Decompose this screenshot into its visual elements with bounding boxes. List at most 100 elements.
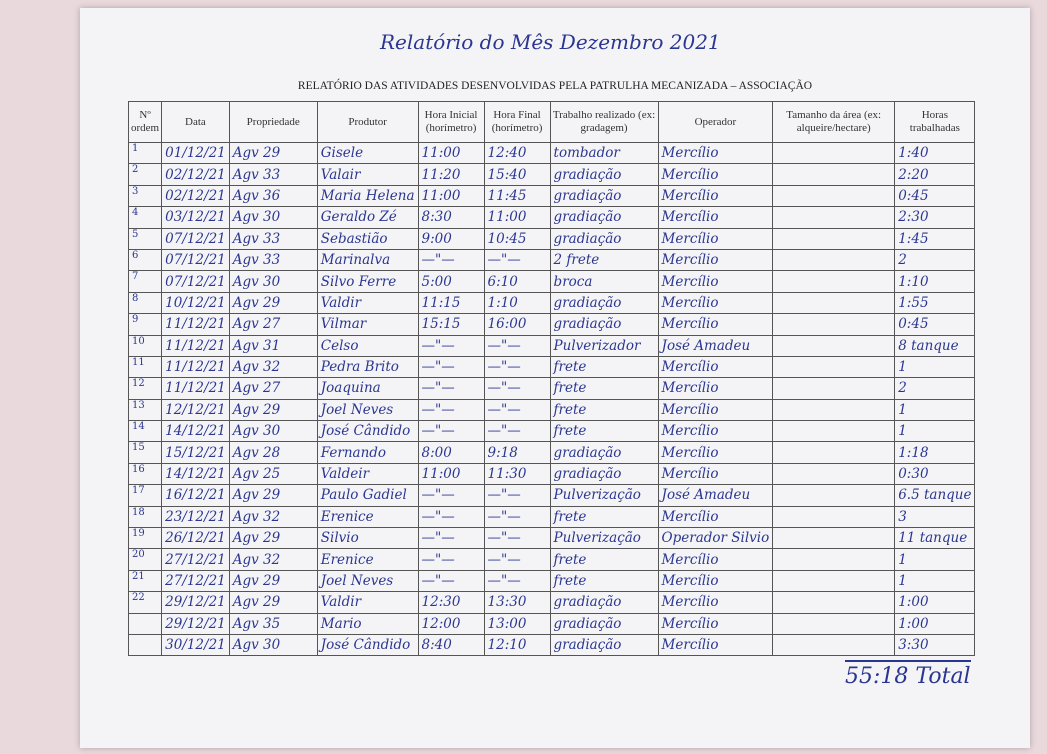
cell (127, 633, 163, 657)
table-row: 8 10/12/21 Agv 29 Valdir 11:15 1:10 gradiação M… (127, 291, 976, 315)
cell: Mercílio (657, 441, 774, 464)
cell: —"— (417, 398, 485, 422)
cell: Mercílio (657, 633, 774, 657)
cell (772, 591, 896, 614)
cell: 14/12/21 (161, 420, 230, 443)
column-header: Trabalho realizado (ex: gradagem) (549, 101, 659, 143)
cell: 12 (127, 377, 163, 400)
cell: Agv 36 (228, 184, 318, 208)
cell: Mercílio (657, 206, 774, 229)
cell: Agv 33 (228, 248, 318, 272)
table-row: 6 07/12/21 Agv 33 Marinalva —"— —"— 2 frete Mer… (127, 248, 976, 272)
cell: José Cândido (316, 420, 419, 443)
cell: 12:10 (483, 633, 551, 657)
cell (772, 462, 896, 486)
column-header: Tamanho da área (ex: alqueire/hectare) (772, 101, 896, 143)
cell: Agv 33 (228, 163, 318, 186)
cell: 26/12/21 (161, 527, 230, 550)
cell: 15 (127, 441, 163, 464)
cell: Mercílio (657, 184, 774, 208)
cell: Maria Helena (316, 184, 419, 208)
cell: 07/12/21 (161, 227, 230, 250)
cell: gradiação (549, 612, 659, 635)
cell (772, 398, 896, 422)
cell: Mercílio (657, 227, 774, 250)
cell: —"— (483, 377, 551, 400)
cell: Agv 27 (228, 313, 318, 336)
cell: frete (549, 569, 659, 593)
cell: Celso (316, 334, 419, 357)
cell: José Amadeu (657, 334, 774, 357)
cell: Agv 31 (228, 334, 318, 357)
cell: 16:00 (483, 313, 551, 336)
header-row: Nº ordem Data Propriedade Produtor Hora Inic… (127, 101, 976, 143)
cell (772, 505, 896, 529)
cell: Agv 29 (228, 527, 318, 550)
cell: gradiação (549, 184, 659, 208)
cell: Mercílio (657, 377, 774, 400)
cell: 1 (894, 548, 976, 571)
cell: Vilmar (316, 313, 419, 336)
cell: 4 (127, 206, 163, 229)
cell: 20 (127, 548, 163, 571)
cell (772, 548, 896, 571)
cell: José Cândido (316, 633, 419, 657)
cell (772, 377, 896, 400)
cell (772, 163, 896, 186)
table-row: 7 07/12/21 Agv 30 Silvo Ferre 5:00 6:10 broca M… (127, 270, 976, 293)
cell: 0:30 (894, 462, 976, 486)
cell (772, 633, 896, 657)
cell (772, 569, 896, 593)
cell: —"— (417, 355, 485, 379)
cell: 1:45 (894, 227, 976, 250)
cell: 2:20 (894, 163, 976, 186)
report-title: RELATÓRIO DAS ATIVIDADES DESENVOLVIDAS P… (297, 80, 813, 92)
cell: 15/12/21 (161, 441, 230, 464)
cell: Pulverização (549, 484, 659, 507)
cell: Mercílio (657, 612, 774, 635)
table-row: 10 11/12/21 Agv 31 Celso —"— —"— Pulverizador J… (127, 334, 976, 357)
cell: Paulo Gadiel (316, 484, 419, 507)
cell: 10:45 (483, 227, 551, 250)
table-row: 19 26/12/21 Agv 29 Silvio —"— —"— Pulverização… (127, 527, 976, 550)
cell: 9:18 (483, 441, 551, 464)
cell (772, 355, 896, 379)
cell: 1:10 (894, 270, 976, 293)
cell: frete (549, 398, 659, 422)
table-row: 14 14/12/21 Agv 30 José Cândido —"— —"— frete M… (127, 420, 976, 443)
cell (772, 248, 896, 272)
cell: gradiação (549, 206, 659, 229)
cell: Mercílio (657, 548, 774, 571)
cell: —"— (417, 484, 485, 507)
cell: Geraldo Zé (316, 206, 419, 229)
cell: Agv 32 (228, 505, 318, 529)
cell: 11/12/21 (161, 355, 230, 379)
cell: 1:18 (894, 441, 976, 464)
cell: 11/12/21 (161, 377, 230, 400)
column-header: Propriedade (228, 101, 318, 143)
cell: —"— (417, 248, 485, 272)
cell: —"— (483, 569, 551, 593)
cell: 8 tanque (894, 334, 976, 357)
cell (772, 420, 896, 443)
cell: 17 (127, 484, 163, 507)
cell: frete (549, 355, 659, 379)
handwritten-title: Relatório do Mês Dezembro 2021 (380, 30, 721, 54)
cell: 02/12/21 (161, 184, 230, 208)
table-row: 15 15/12/21 Agv 28 Fernando 8:00 9:18 gradiaçã… (127, 441, 976, 464)
cell: 2 (894, 377, 976, 400)
cell: 6.5 tanque (894, 484, 976, 507)
cell (772, 141, 896, 165)
cell (772, 227, 896, 250)
cell: Mercílio (657, 420, 774, 443)
cell: 12:40 (483, 141, 551, 165)
cell (772, 291, 896, 315)
cell: 15:40 (483, 163, 551, 186)
cell: 29/12/21 (161, 612, 230, 635)
cell: —"— (417, 420, 485, 443)
cell: Mercílio (657, 270, 774, 293)
cell: Mario (316, 612, 419, 635)
table-row: 4 03/12/21 Agv 30 Geraldo Zé 8:30 11:00 gradia… (127, 206, 976, 229)
cell: 19 (127, 527, 163, 550)
cell (772, 184, 896, 208)
